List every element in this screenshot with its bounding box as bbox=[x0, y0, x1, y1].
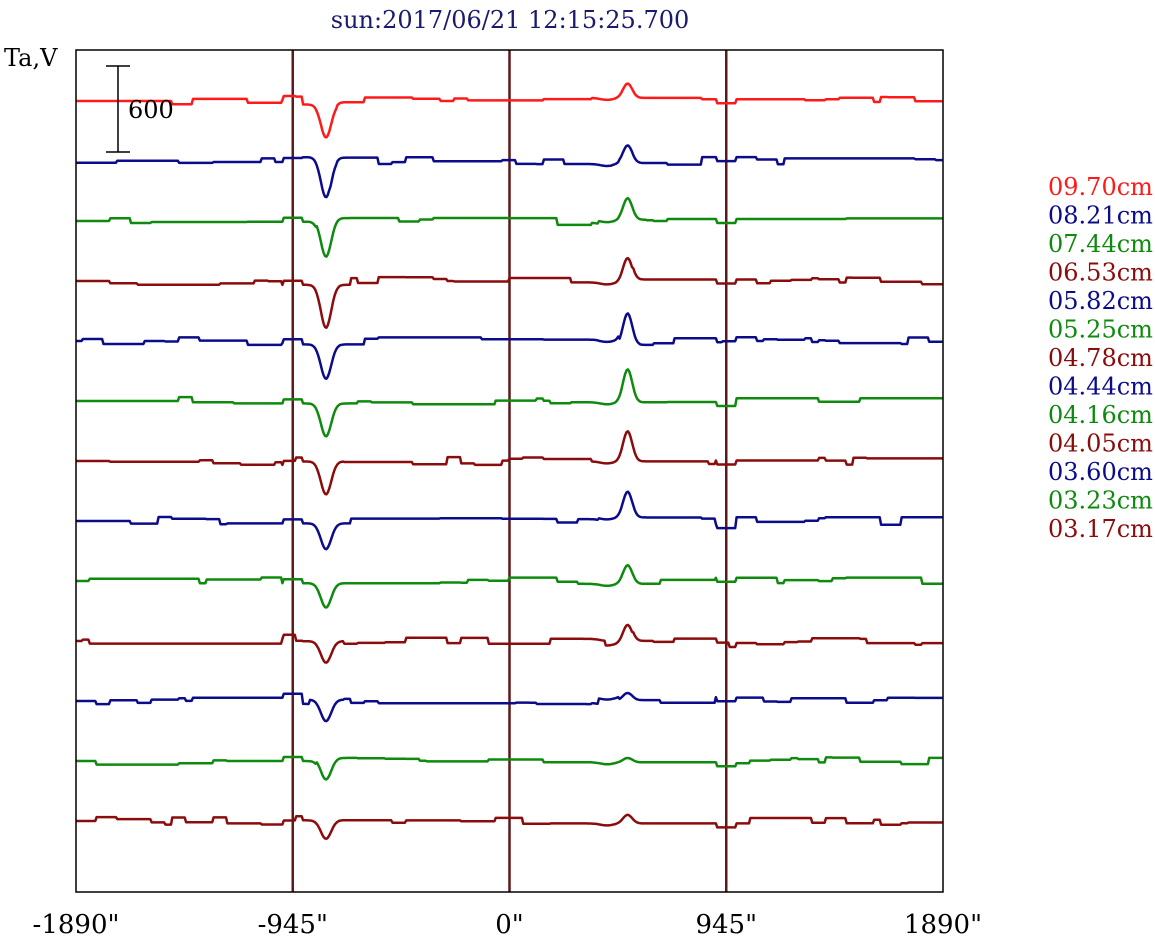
series-line bbox=[76, 430, 943, 496]
legend-entry: 06.53cm bbox=[1048, 259, 1153, 287]
x-tick-labels: -1890" -945" 0" 945" 1890" bbox=[33, 910, 983, 940]
scale-bar-label: 600 bbox=[128, 96, 174, 124]
plot-frame bbox=[75, 49, 944, 893]
legend-entry: 03.17cm bbox=[1048, 515, 1153, 543]
legend-entry: 04.16cm bbox=[1048, 401, 1153, 429]
legend-entry: 05.25cm bbox=[1048, 316, 1153, 344]
legend: 09.70cm08.21cm07.44cm06.53cm05.82cm05.25… bbox=[1048, 173, 1153, 543]
series-line bbox=[76, 563, 943, 609]
legend-entry: 05.82cm bbox=[1048, 287, 1153, 315]
series-group bbox=[76, 82, 943, 840]
x-tick-label: 0" bbox=[495, 910, 524, 940]
series-line bbox=[76, 312, 943, 380]
series-line bbox=[76, 755, 943, 781]
legend-entry: 08.21cm bbox=[1048, 202, 1153, 230]
x-tick-label: -1890" bbox=[33, 910, 120, 940]
legend-entry: 09.70cm bbox=[1048, 173, 1153, 201]
x-tick-label: 1890" bbox=[904, 910, 982, 940]
legend-entry: 07.44cm bbox=[1048, 230, 1153, 258]
legend-entry: 03.60cm bbox=[1048, 458, 1153, 486]
series-line bbox=[76, 82, 943, 139]
series-line bbox=[76, 144, 943, 199]
x-tick-label: -945" bbox=[258, 910, 328, 940]
series-line bbox=[76, 813, 943, 840]
series-line bbox=[76, 623, 943, 664]
series-line bbox=[76, 490, 943, 551]
vertical-dividers bbox=[291, 50, 728, 892]
chart-title: sun:2017/06/21 12:15:25.700 bbox=[331, 6, 690, 34]
scale-bar: 600 bbox=[106, 65, 174, 153]
x-tick-label: 945" bbox=[695, 910, 757, 940]
series-line bbox=[76, 691, 943, 723]
series-line bbox=[76, 256, 943, 329]
legend-entry: 04.05cm bbox=[1048, 430, 1153, 458]
series-line bbox=[76, 368, 943, 438]
legend-entry: 04.78cm bbox=[1048, 344, 1153, 372]
legend-entry: 04.44cm bbox=[1048, 373, 1153, 401]
legend-entry: 03.23cm bbox=[1048, 487, 1153, 515]
series-line bbox=[76, 196, 943, 258]
y-axis-label: Ta,V bbox=[4, 44, 58, 72]
